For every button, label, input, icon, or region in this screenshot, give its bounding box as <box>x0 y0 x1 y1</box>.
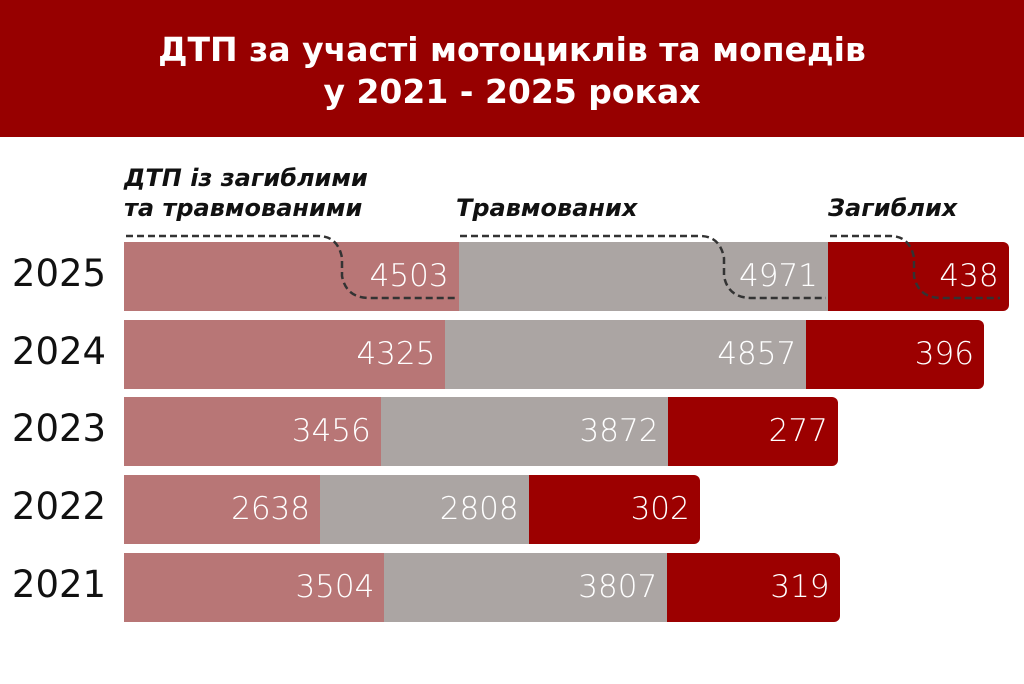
connector-killed <box>830 234 1000 300</box>
connector-crashes <box>126 234 455 300</box>
title-banner: ДТП за участі мотоциклів та мопедів у 20… <box>0 0 1024 137</box>
legend-crashes-line1: ДТП із загиблими <box>124 164 368 192</box>
value-label-2021-series-1: 3807 <box>578 568 658 605</box>
value-label-2024-series-1: 4857 <box>717 335 797 372</box>
value-label-2023-series-0: 3456 <box>291 413 371 450</box>
legend-killed: Загиблих <box>828 194 958 222</box>
value-label-2024-series-0: 4325 <box>356 335 436 372</box>
bar-2024-series-2 <box>806 319 984 389</box>
value-label-2025-series-0: 4503 <box>369 258 449 294</box>
year-label-2022: 2022 <box>11 485 107 529</box>
bar-2021-series-0 <box>124 552 385 622</box>
title-line-2: у 2021 - 2025 роках <box>323 72 701 111</box>
bar-2025-series-1 <box>458 242 828 311</box>
year-label-2021: 2021 <box>11 562 107 606</box>
bar-2025-series-0 <box>124 242 459 311</box>
year-label-2025: 2025 <box>11 252 107 295</box>
bar-2022-series-0 <box>124 475 320 545</box>
bar-2021-series-2 <box>667 552 840 622</box>
bar-2023-series-2 <box>668 397 838 467</box>
value-label-2023-series-2: 277 <box>768 413 828 450</box>
legend-crashes-line2: та травмованими <box>124 194 363 222</box>
value-label-2022-series-2: 302 <box>630 491 690 528</box>
bar-2022-series-2 <box>528 475 700 545</box>
year-label-2023: 2023 <box>11 407 107 451</box>
bar-2021-series-1 <box>384 552 668 622</box>
year-label-2024: 2024 <box>11 329 107 373</box>
bar-2024-series-1 <box>445 319 807 389</box>
connector-injured <box>460 234 826 300</box>
bar-2025-series-2 <box>827 242 1009 311</box>
value-label-2024-series-2: 396 <box>914 335 974 372</box>
title-line-1: ДТП за участі мотоциклів та мопедів <box>158 30 866 69</box>
value-label-2022-series-0: 2638 <box>231 491 310 528</box>
bar-2023-series-0 <box>124 397 381 467</box>
value-label-2025-series-1: 4971 <box>739 258 818 294</box>
legend-injured: Травмованих <box>456 194 638 222</box>
bar-2022-series-1 <box>320 475 529 545</box>
value-label-2021-series-2: 319 <box>770 568 830 605</box>
value-label-2021-series-0: 3504 <box>295 568 375 605</box>
value-label-2022-series-1: 2808 <box>439 491 519 528</box>
legend-crashes: ДТП із загиблими та травмованими <box>124 163 368 223</box>
value-label-2023-series-1: 3872 <box>579 413 659 450</box>
bar-2023-series-1 <box>380 397 669 467</box>
value-label-2025-series-2: 438 <box>939 258 999 294</box>
bar-2024-series-0 <box>124 319 446 389</box>
